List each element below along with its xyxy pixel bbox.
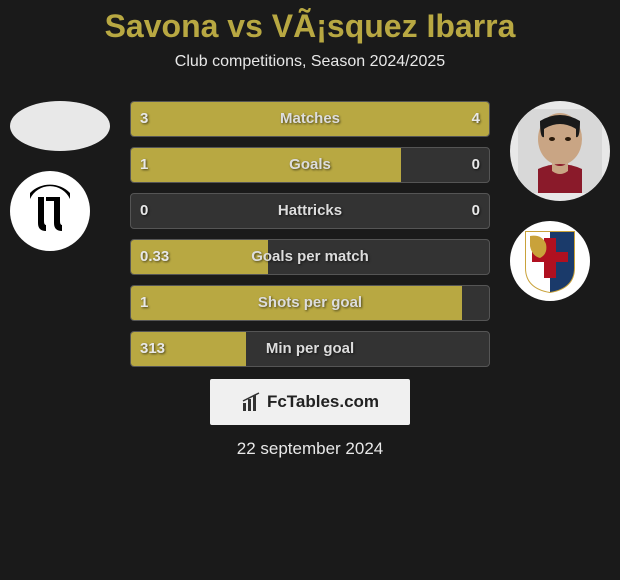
stat-label: Goals per match [251,239,369,275]
source-text: FcTables.com [267,392,379,412]
player-left-column [10,101,110,251]
date-text: 22 september 2024 [0,439,620,459]
stat-row: 1 Goals 0 [130,147,490,183]
club-logo-left [10,171,90,251]
bar-left-fill [131,148,401,182]
stat-label: Min per goal [266,331,354,367]
stat-row: 1 Shots per goal [130,285,490,321]
source-badge: FcTables.com [210,379,410,425]
stat-row: 313 Min per goal [130,331,490,367]
stat-right-value: 4 [472,101,480,137]
player-face-icon [518,109,602,193]
juventus-logo-icon [20,181,80,241]
stat-left-value: 0 [140,193,148,229]
club-logo-right [510,221,590,301]
player-right-column [510,101,610,301]
stat-row: 0.33 Goals per match [130,239,490,275]
stat-label: Goals [289,147,331,183]
stat-left-value: 313 [140,331,165,367]
player-left-photo [10,101,110,151]
stat-label: Matches [280,101,340,137]
stat-left-value: 0.33 [140,239,169,275]
player-right-photo [510,101,610,201]
stat-left-value: 1 [140,147,148,183]
stat-left-value: 3 [140,101,148,137]
comparison-subtitle: Club competitions, Season 2024/2025 [0,53,620,71]
stat-left-value: 1 [140,285,148,321]
stat-row: 3 Matches 4 [130,101,490,137]
stat-right-value: 0 [472,147,480,183]
stat-label: Shots per goal [258,285,362,321]
genoa-logo-icon [522,228,578,294]
chart-icon [241,391,263,413]
stat-right-value: 0 [472,193,480,229]
stat-row: 0 Hattricks 0 [130,193,490,229]
bar-left-fill [131,102,275,136]
comparison-content: 3 Matches 4 1 Goals 0 0 Hattricks 0 0.33… [0,101,620,367]
stats-bars: 3 Matches 4 1 Goals 0 0 Hattricks 0 0.33… [130,101,490,367]
comparison-title: Savona vs VÃ¡squez Ibarra [0,8,620,45]
stat-label: Hattricks [278,193,342,229]
